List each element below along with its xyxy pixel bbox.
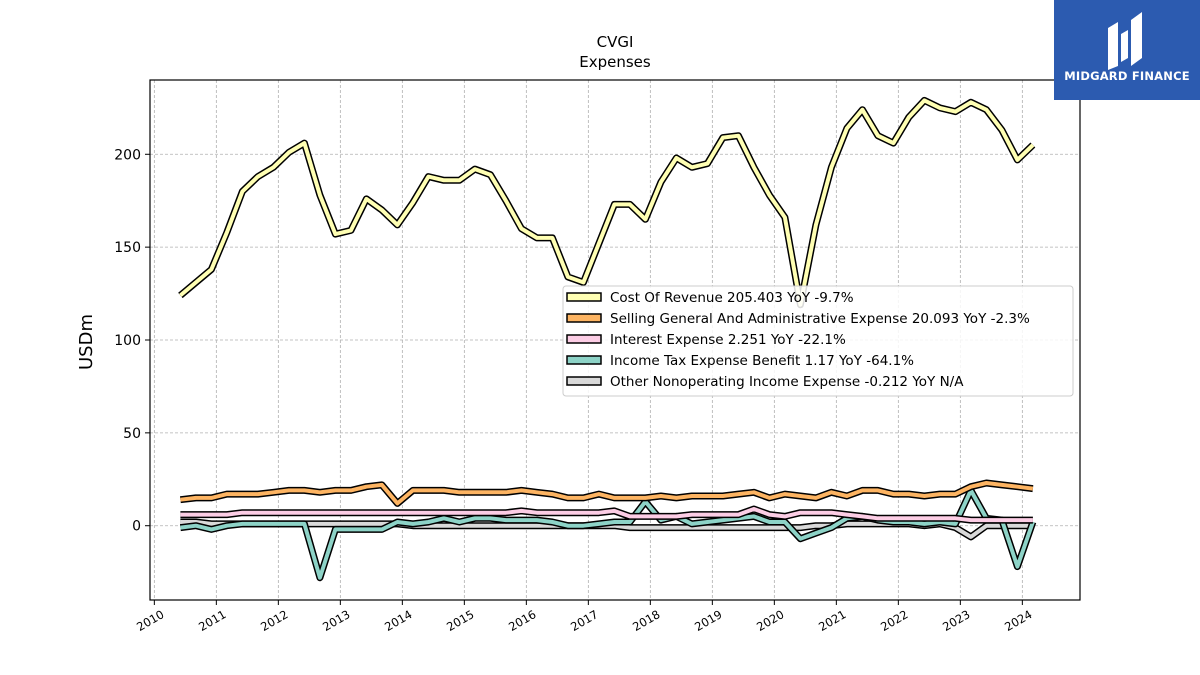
legend: Cost Of Revenue 205.403 YoY -9.7% Selling… [562, 285, 1074, 397]
x-tick-label: 2022 [878, 607, 910, 634]
series-line [180, 507, 1033, 523]
y-tick-label: 100 [114, 333, 141, 349]
x-tick-label: 2015 [444, 607, 476, 634]
legend-entry: Income Tax Expense Benefit 1.17 YoY -64.… [610, 353, 914, 369]
series-line [180, 488, 1035, 580]
series-cost-of-revenue [178, 96, 1036, 309]
legend-entry: Cost Of Revenue 205.403 YoY -9.7% [610, 290, 854, 306]
x-tick-label: 2018 [630, 607, 662, 634]
legend-box [562, 285, 1074, 397]
logo-text: MIDGARD FINANCE [1064, 69, 1190, 83]
y-tick-label: 0 [132, 519, 141, 535]
series-interest-expense [180, 505, 1033, 524]
series-line [180, 481, 1034, 506]
legend-swatch [566, 376, 602, 386]
x-tick-label: 2010 [134, 607, 166, 634]
chart-subtitle: Expenses [579, 53, 651, 71]
series-group [178, 96, 1037, 582]
x-tick-label: 2021 [816, 607, 848, 634]
legend-swatch [566, 313, 602, 323]
x-tick-label: 2017 [568, 607, 600, 634]
series-selling-general-and-administrative-expense [179, 479, 1034, 507]
x-tick-label: 2012 [258, 607, 290, 634]
logo-mark-icon [1108, 12, 1142, 70]
x-tick-label: 2019 [692, 607, 724, 634]
x-tick-label: 2020 [754, 607, 786, 634]
x-tick-label: 2011 [196, 607, 228, 634]
legend-entry: Selling General And Administrative Expen… [610, 311, 1030, 327]
series-line [179, 98, 1035, 307]
series-income-tax-expense-benefit [179, 486, 1037, 582]
y-tick-label: 50 [123, 426, 141, 442]
x-tick-label: 2024 [1002, 607, 1034, 634]
chart-title: CVGI [597, 33, 634, 51]
legend-swatch [566, 355, 602, 365]
x-tick-label: 2013 [320, 607, 352, 634]
brand-logo: MIDGARD FINANCE [1054, 0, 1200, 100]
legend-swatch [566, 292, 602, 302]
legend-entry: Interest Expense 2.251 YoY -22.1% [610, 332, 846, 348]
legend-swatch [566, 334, 602, 344]
y-axis-label: USDm [76, 314, 97, 370]
x-tick-label: 2016 [506, 607, 538, 634]
series-outline [178, 96, 1036, 309]
y-tick-label: 200 [114, 147, 141, 163]
x-tick-label: 2014 [382, 607, 414, 634]
x-tick-label: 2023 [940, 607, 972, 634]
y-tick-label: 150 [114, 240, 141, 256]
legend-entry: Other Nonoperating Income Expense -0.212… [610, 374, 964, 390]
